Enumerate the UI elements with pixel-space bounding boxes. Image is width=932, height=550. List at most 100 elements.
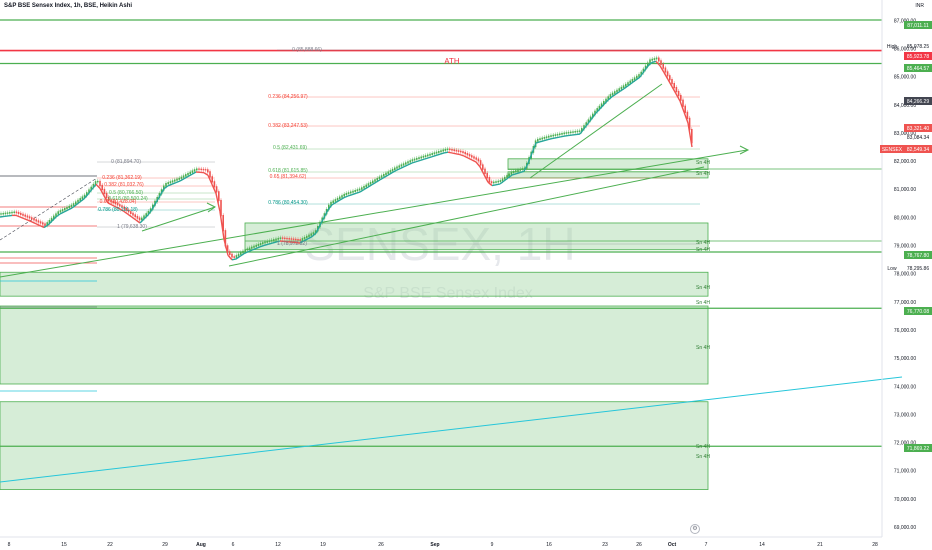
zone-label: Sn 4H (696, 444, 710, 450)
y-tick-label: 82,000.00 (894, 159, 916, 165)
currency-label[interactable]: INR (915, 3, 924, 9)
price-tags: 87,011.11 High 85,978.25 85,923.78 85,464.57… (880, 21, 932, 452)
candle-body (251, 246, 253, 249)
candle-body (691, 129, 693, 144)
fib-label: 1 (78,972.52) (277, 241, 307, 247)
ma-segment (683, 111, 689, 124)
fib-label: 0.786 (80,454.30) (268, 200, 308, 206)
ma-segment (231, 258, 237, 261)
candle-body (6, 212, 9, 214)
candle-body (22, 213, 24, 216)
ma-segment (31, 221, 37, 225)
ma-segment (55, 213, 61, 218)
candle-body (356, 189, 359, 192)
ma-segment (103, 195, 109, 204)
candle-body (171, 180, 174, 183)
candle-body (110, 199, 112, 203)
candle-body (44, 223, 46, 226)
ma-segment (655, 60, 661, 67)
y-tick-label: 84,000.00 (894, 103, 916, 109)
candle-body (266, 240, 268, 243)
candle-body (273, 239, 275, 241)
candle-body (226, 245, 229, 253)
candle-body (121, 205, 123, 208)
support-trend-line (228, 166, 705, 267)
candle-body (231, 253, 233, 258)
ma-segment (663, 72, 669, 80)
ma-segment (307, 235, 313, 240)
ma-segment (347, 194, 353, 197)
candle-body (334, 199, 337, 202)
candle-body (130, 211, 132, 214)
candle-body (213, 181, 216, 188)
candle-body (409, 160, 411, 163)
candle-body (55, 213, 57, 217)
y-tick-label: 79,000.00 (894, 244, 916, 250)
price-axis[interactable]: 69,000.00 70,000.00 71,000.00 72,000.00 73,0… (894, 18, 916, 531)
candle-body (136, 215, 139, 219)
candle-body (4, 212, 7, 215)
candle-body (61, 209, 64, 212)
candle-body (198, 168, 200, 170)
x-tick-label: 16 (546, 542, 552, 548)
ma-segment (623, 85, 629, 90)
candle-body (499, 180, 502, 182)
candle-body (167, 182, 169, 185)
candle-body (312, 232, 315, 235)
candle-body (517, 169, 519, 172)
ma-segment (591, 112, 597, 119)
ma-segment (127, 213, 133, 218)
ma-segment (671, 86, 677, 95)
zone-label: Sn 4H (696, 454, 710, 460)
candle-body (508, 173, 510, 177)
candle-body (576, 130, 579, 133)
x-tick-label: 22 (107, 542, 113, 548)
x-tick-label: 15 (61, 542, 67, 548)
y-tick-label: 70,000.00 (894, 497, 916, 503)
candle-body (20, 212, 22, 215)
symbol-tag-label: SENSEX (882, 147, 903, 153)
ma-segment (219, 211, 225, 240)
candle-body (248, 247, 251, 250)
ma-segment (327, 204, 333, 211)
candle-body (59, 210, 62, 213)
candle-body (193, 169, 196, 172)
candle-body (295, 238, 297, 241)
candle-body (17, 211, 20, 215)
candle-body (108, 196, 110, 201)
y-tick-label: 72,000.00 (894, 441, 916, 447)
ma-segment (263, 243, 269, 247)
candle-body (556, 133, 559, 136)
candle-body (35, 219, 37, 222)
ma-segment (483, 174, 489, 183)
candle-body (407, 161, 409, 164)
fib-label: 0 (85,888.66) (292, 47, 322, 53)
candle-body (633, 77, 636, 81)
ma-segment (299, 240, 305, 244)
time-axis[interactable]: 8 15 22 29 Aug 6 12 19 26 Sep 9 16 23 26 Oct 7 14 21 28 (8, 542, 878, 548)
candle-body (2, 212, 4, 215)
candle-body (259, 242, 262, 246)
ma-segment (627, 82, 633, 87)
settings-icon[interactable]: ⚙ (690, 524, 700, 534)
candle-body (165, 183, 167, 187)
channel-line (0, 376, 903, 483)
candle-body (292, 238, 295, 240)
candle-body (53, 215, 55, 219)
candle-body (405, 162, 407, 165)
fib-label: 0.236 (81,362.19) (102, 175, 142, 181)
candle-body (138, 217, 141, 221)
candle-body (374, 179, 376, 182)
candle-body (614, 91, 616, 94)
candle-body (372, 180, 374, 184)
ma-segment (95, 183, 101, 189)
candle-body (387, 171, 389, 174)
ma-segment (463, 155, 469, 159)
candle-body (609, 94, 612, 98)
candle-body (303, 236, 306, 240)
ma-segment (47, 220, 53, 226)
price-tag-bg (904, 21, 932, 29)
candle-body (204, 169, 207, 171)
candle-body (497, 180, 499, 183)
